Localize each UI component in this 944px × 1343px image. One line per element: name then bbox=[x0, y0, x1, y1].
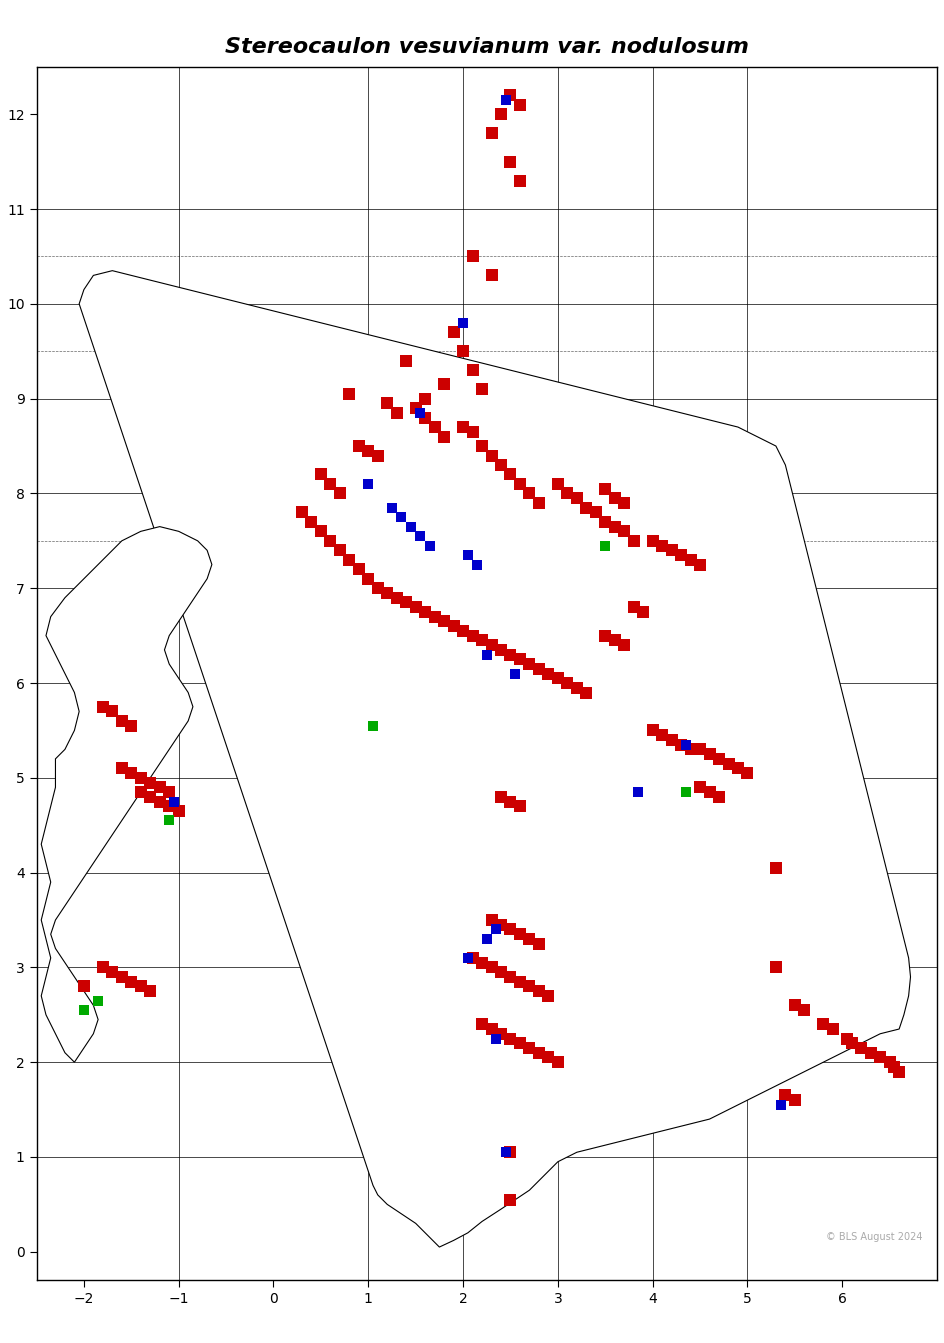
Text: © BLS August 2024: © BLS August 2024 bbox=[826, 1233, 923, 1242]
Title: Stereocaulon vesuvianum var. nodulosum: Stereocaulon vesuvianum var. nodulosum bbox=[225, 38, 749, 56]
Polygon shape bbox=[42, 526, 211, 1062]
Polygon shape bbox=[79, 271, 911, 1248]
